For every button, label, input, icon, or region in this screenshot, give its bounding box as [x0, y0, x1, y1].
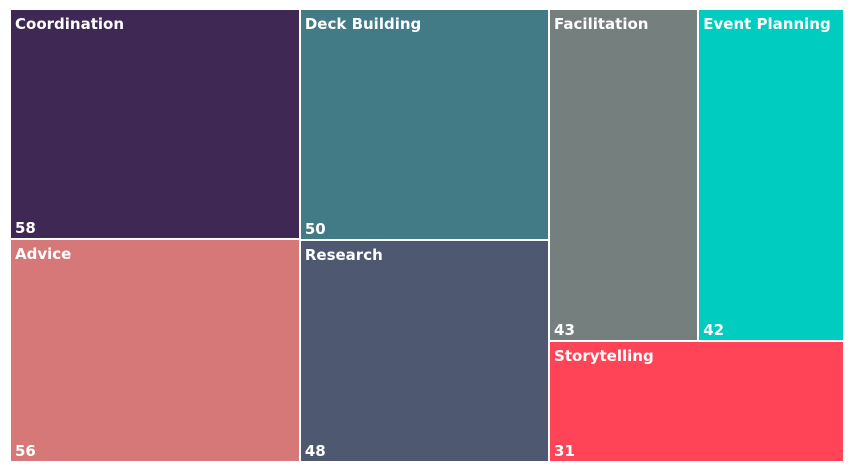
- tile-label: Advice: [15, 245, 72, 264]
- tile-value: 56: [15, 441, 36, 460]
- tile-label: Event Planning: [703, 15, 831, 33]
- tile-value: 50: [304, 220, 326, 239]
- treemap-tile: Event Planning 42: [698, 9, 844, 341]
- tile-label: Research: [304, 246, 383, 265]
- treemap-tile: Advice 56: [10, 239, 300, 462]
- treemap-tile: Coordination 58: [10, 9, 300, 240]
- treemap-tile: Research 48: [299, 240, 550, 462]
- tile-label: Facilitation: [554, 15, 649, 33]
- treemap-tile: Facilitation 43: [549, 9, 699, 341]
- tile-value: 58: [15, 219, 36, 238]
- tile-value: 42: [703, 320, 725, 339]
- treemap-tile: Storytelling 31: [549, 340, 844, 462]
- tile-value: 48: [304, 441, 326, 460]
- tile-label: Coordination: [15, 15, 124, 33]
- tile-label: Deck Building: [304, 15, 422, 33]
- tile-value: 31: [554, 441, 575, 460]
- treemap-tile: Deck Building 50: [299, 9, 550, 241]
- tile-label: Storytelling: [554, 346, 654, 365]
- tile-value: 43: [554, 320, 575, 339]
